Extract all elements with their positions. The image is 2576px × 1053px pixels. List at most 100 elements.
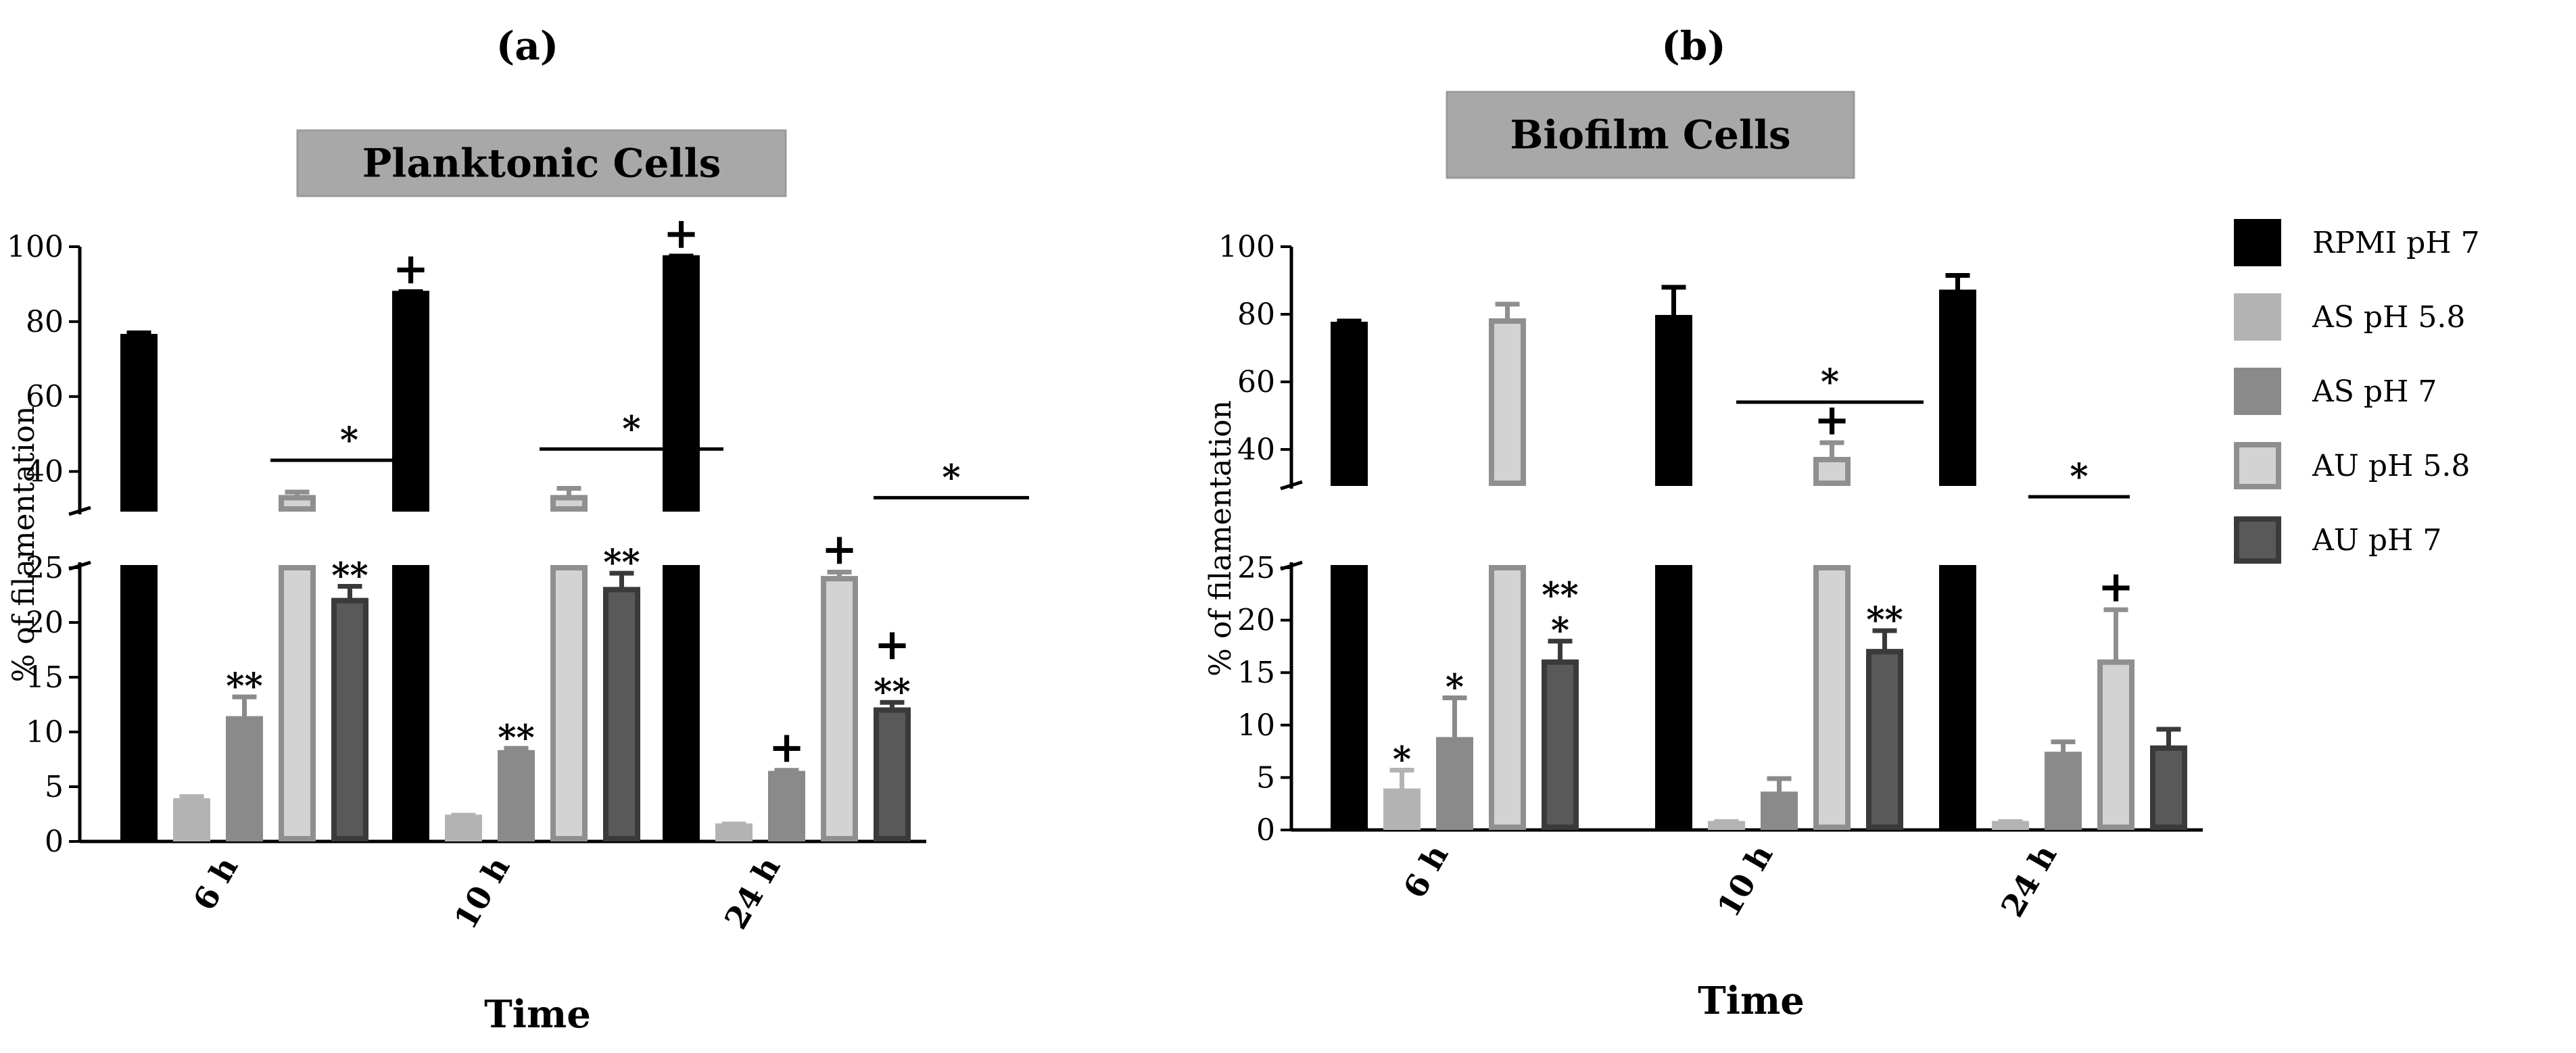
bar-segment-lower <box>279 565 316 841</box>
bar-segment-lower <box>663 565 700 841</box>
significance-marker: + <box>2098 562 2134 612</box>
bar-segment <box>226 716 263 842</box>
title-box <box>296 129 787 197</box>
bar <box>1436 695 1473 830</box>
y-tick-label: 100 <box>7 230 64 264</box>
y-tick-label: 20 <box>26 606 64 640</box>
bar <box>1708 819 1745 830</box>
bar <box>1866 628 1903 830</box>
significance-marker: * <box>1446 666 1464 708</box>
bar <box>2045 739 2082 830</box>
bar <box>2097 607 2134 830</box>
significance-marker: ** <box>331 556 368 597</box>
bar-segment <box>173 798 210 842</box>
bar-segment-lower <box>392 565 429 841</box>
bar-segment-lower <box>120 565 158 841</box>
bar <box>2150 727 2187 830</box>
bar <box>498 745 535 842</box>
y-tick-label: 10 <box>1237 708 1275 743</box>
axis-break-mark <box>1280 480 1303 491</box>
bar <box>821 569 858 841</box>
legend-swatch <box>2234 442 2281 489</box>
category-label: 24 h <box>717 851 788 935</box>
bar-segment-lower <box>1331 565 1368 830</box>
bar-segment <box>2150 745 2187 830</box>
bar <box>1383 768 1421 831</box>
bar <box>715 821 753 841</box>
y-tick-label: 100 <box>1218 230 1275 264</box>
y-tick-label: 40 <box>26 455 64 489</box>
bar-segment <box>2097 659 2134 830</box>
bar-segment-upper <box>1813 457 1851 486</box>
bar-segment <box>2045 752 2082 830</box>
bar-segment <box>1866 649 1903 830</box>
bar <box>1331 318 1368 830</box>
y-tick-label: 15 <box>1237 656 1275 690</box>
bar-segment <box>821 576 858 841</box>
bar <box>874 700 911 841</box>
significance-marker: ** <box>226 666 262 707</box>
category-label: 6 h <box>1396 839 1455 905</box>
bar <box>279 489 316 841</box>
y-tick-label: 20 <box>1237 604 1275 638</box>
panel-b: (b) Biofilm Cells 0 5 10 15 20 25 40 60 80 100 % of … <box>1203 23 2203 1023</box>
significance-line-star: * <box>2070 456 2088 497</box>
y-tick-label: 5 <box>45 770 64 804</box>
legend-label: RPMI pH 7 <box>2312 226 2480 260</box>
category-label: 10 h <box>447 851 517 935</box>
significance-marker: * <box>1393 739 1411 781</box>
panel-a: (a) Planktonic Cells 0 5 10 15 20 25 40 60 80 100 % … <box>7 23 1029 1037</box>
bar <box>1489 301 1526 830</box>
bar-segment-lower <box>1489 565 1526 830</box>
bar-segment-upper <box>120 334 158 512</box>
significance-marker: + <box>874 619 911 670</box>
legend-swatch <box>2234 368 2281 415</box>
x-axis-label: Time <box>1698 979 1805 1023</box>
y-tick-label: 80 <box>26 305 64 339</box>
bar <box>663 253 700 841</box>
bar <box>226 694 263 842</box>
bar-segment-lower <box>1939 565 1976 830</box>
y-axis-label: % of filamentation <box>1203 400 1238 677</box>
legend-label: AU pH 5.8 <box>2312 449 2470 483</box>
bar <box>603 570 640 842</box>
panel-label: (b) <box>1661 23 1725 69</box>
bar <box>1939 273 1976 830</box>
x-axis-label: Time <box>484 992 591 1037</box>
bar <box>1992 819 2029 830</box>
bar <box>1542 639 1579 830</box>
bar <box>1761 776 1798 831</box>
y-tick-label: 0 <box>45 825 64 859</box>
bar-segment <box>1542 659 1579 830</box>
legend-swatch <box>2234 293 2281 341</box>
legend-swatch <box>2234 516 2281 564</box>
bar-segment-lower <box>550 565 588 841</box>
bar-segment <box>498 750 535 842</box>
y-axis-label: % of filamentation <box>7 406 41 683</box>
bar-segment-upper <box>1331 322 1368 486</box>
bar-segment <box>874 707 911 841</box>
bar-segment-upper <box>1489 318 1526 486</box>
bar-segment <box>1436 737 1473 830</box>
y-tick-label: 5 <box>1256 760 1275 795</box>
bar-segment <box>1383 788 1421 831</box>
bar-segment-upper <box>392 291 429 512</box>
significance-marker: + <box>769 723 805 773</box>
y-tick-label: 80 <box>1237 297 1275 332</box>
category-label: 24 h <box>1994 839 2064 923</box>
title-box <box>1446 91 1855 179</box>
legend-label: AU pH 7 <box>2312 523 2441 558</box>
bar-segment-lower <box>1813 565 1851 830</box>
bar <box>331 584 368 841</box>
axis-break-mark <box>68 506 91 516</box>
y-tick-label: 15 <box>26 660 64 695</box>
y-tick-label: 60 <box>1237 365 1275 399</box>
y-tick-label: 25 <box>1237 551 1275 585</box>
legend: RPMI pH 7 AS pH 5.8 AS pH 7 AU pH 5.8 AU pH … <box>2234 219 2480 564</box>
bar-segment <box>445 814 482 841</box>
bar <box>1813 440 1851 830</box>
legend-label: AS pH 5.8 <box>2312 300 2465 335</box>
bar-segment-lower <box>1655 565 1692 830</box>
bar-segment <box>768 770 805 842</box>
